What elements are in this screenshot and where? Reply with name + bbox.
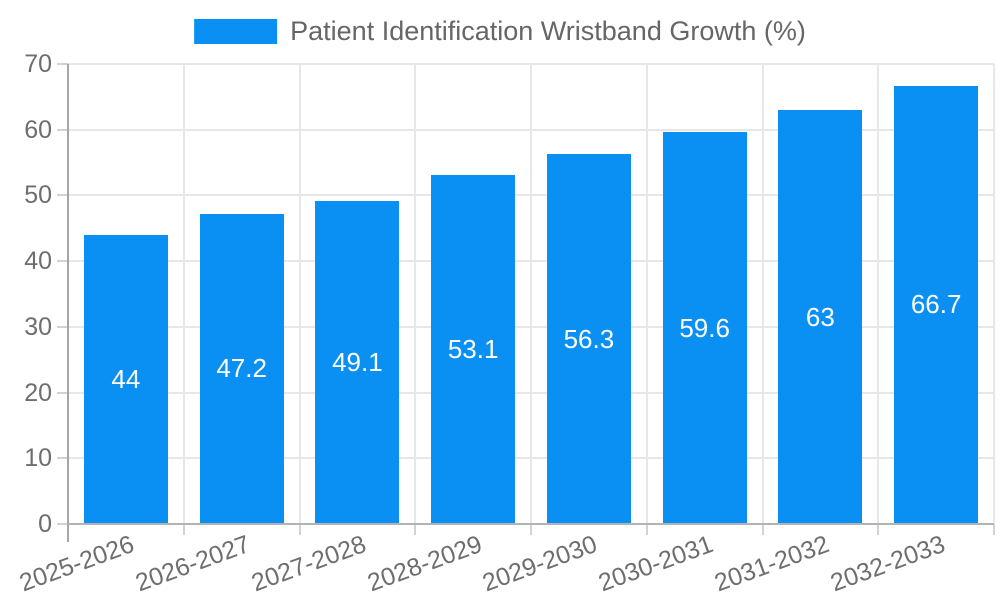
bar-value-label: 49.1	[332, 347, 383, 378]
legend: Patient Identification Wristband Growth …	[194, 16, 806, 47]
bar[interactable]: 63	[778, 110, 863, 524]
y-axis-tick	[57, 194, 68, 197]
bar[interactable]: 56.3	[546, 154, 631, 524]
y-tick-label: 30	[24, 312, 52, 341]
y-axis-tick	[57, 63, 68, 65]
x-gridline	[645, 64, 648, 524]
y-axis-tick	[57, 260, 68, 263]
x-tick-label: 2028-2029	[363, 530, 486, 598]
x-axis-tick	[414, 524, 417, 535]
bar-value-label: 63	[805, 301, 835, 332]
x-gridline	[182, 64, 185, 524]
bar-value-label: 66.7	[910, 289, 962, 320]
y-tick-label: 10	[24, 444, 52, 473]
bar-value-label: 47.2	[216, 353, 267, 384]
bar-value-label: 53.1	[447, 334, 499, 365]
legend-label[interactable]: Patient Identification Wristband Growth …	[290, 16, 806, 46]
x-axis-tick	[182, 524, 185, 535]
y-tick-label: 0	[38, 510, 52, 538]
x-gridline	[530, 64, 532, 524]
y-axis-tick	[57, 128, 68, 131]
bar-value-label: 44	[111, 363, 141, 394]
bar[interactable]: 49.1	[315, 201, 400, 524]
y-axis-tick	[57, 457, 68, 460]
x-tick-label: 2032-2033	[826, 530, 949, 598]
bar[interactable]: 47.2	[199, 213, 284, 524]
x-tick-label: 2031-2032	[710, 530, 833, 598]
x-tick-label: 2026-2027	[131, 530, 254, 598]
bar-value-label: 56.3	[563, 323, 615, 354]
y-tick-label: 40	[24, 247, 52, 276]
y-tick-label: 50	[24, 181, 52, 210]
y-axis-tick	[57, 523, 68, 525]
x-gridline	[414, 64, 417, 524]
bar[interactable]: 59.6	[662, 132, 747, 524]
bar[interactable]: 53.1	[431, 175, 516, 524]
x-axis-tick	[298, 524, 301, 535]
y-axis-line	[67, 64, 69, 526]
x-axis-tick	[761, 524, 764, 535]
x-tick-label: 2030-2031	[594, 530, 717, 598]
x-axis-tick	[67, 524, 69, 542]
x-tick-label: 2029-2030	[479, 530, 602, 598]
y-tick-label: 70	[24, 50, 52, 78]
x-gridline	[761, 64, 764, 524]
y-axis-tick	[57, 325, 68, 328]
x-tick-label: 2027-2028	[247, 530, 370, 598]
x-axis-tick	[993, 524, 995, 535]
x-gridline	[993, 64, 995, 524]
y-tick-label: 20	[24, 378, 52, 407]
bar-value-label: 59.6	[679, 312, 730, 343]
x-axis-tick	[530, 524, 532, 535]
x-axis-line	[68, 523, 994, 525]
x-gridline	[298, 64, 301, 524]
y-tick-label: 60	[24, 115, 52, 144]
bar[interactable]: 66.7	[894, 85, 979, 524]
x-axis-tick	[645, 524, 648, 535]
x-gridline	[877, 64, 880, 524]
x-tick-label: 2025-2026	[16, 530, 139, 598]
bar[interactable]: 44	[83, 234, 168, 524]
x-axis-tick	[877, 524, 880, 535]
legend-swatch[interactable]	[194, 19, 278, 44]
y-axis-tick	[57, 391, 68, 394]
